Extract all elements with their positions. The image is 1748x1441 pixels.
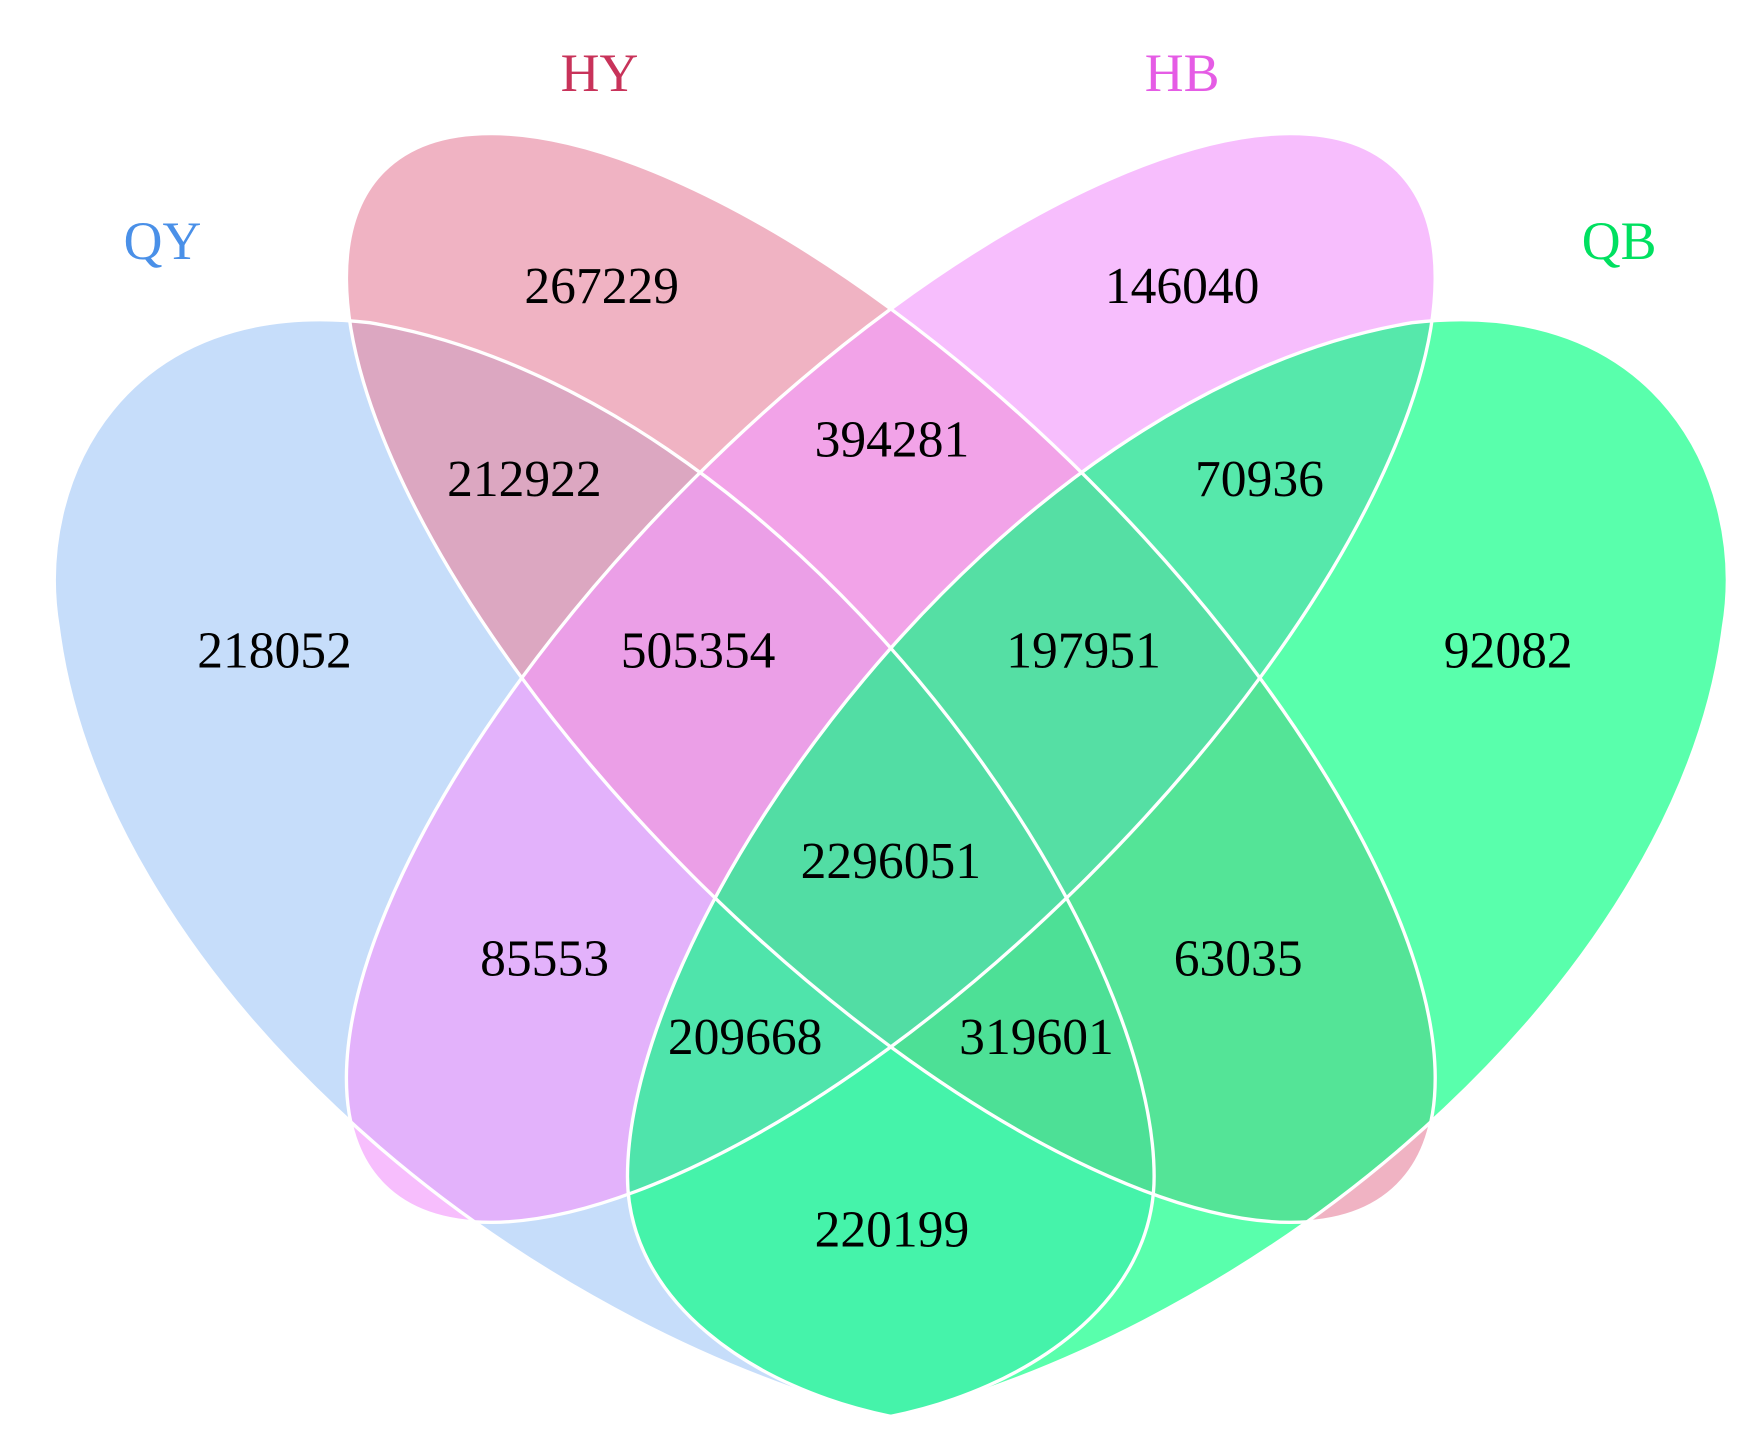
region-count: 220199 [815, 1202, 970, 1259]
region-count: 394281 [815, 412, 970, 469]
region-count: 146040 [1105, 258, 1260, 315]
set-label: QB [1582, 211, 1657, 271]
region-count: 505354 [621, 622, 776, 679]
set-outline [344, 131, 1437, 1225]
set-outline [625, 318, 1729, 1420]
set-label: QY [124, 211, 202, 271]
region-count: 209668 [668, 1009, 823, 1066]
region-count: 92082 [1444, 622, 1573, 679]
region-count: 63035 [1174, 930, 1303, 987]
region-count: 2296051 [801, 833, 981, 890]
region-count: 218052 [197, 622, 352, 679]
set-shape [627, 319, 1728, 1418]
set-label: HB [1145, 43, 1220, 103]
set-label: HY [561, 43, 639, 103]
region-count: 267229 [524, 258, 679, 315]
region-count: 212922 [447, 451, 602, 508]
region-count: 319601 [959, 1009, 1114, 1066]
region-count: 85553 [480, 930, 609, 987]
region-count: 197951 [1006, 622, 1161, 679]
region-count: 70936 [1195, 451, 1324, 508]
set-outline [344, 131, 1437, 1225]
